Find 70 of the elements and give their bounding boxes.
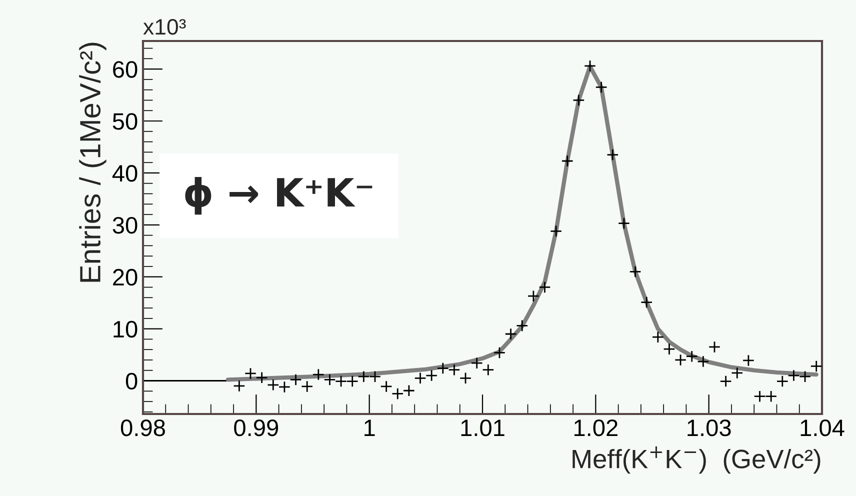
- point: [618, 217, 630, 230]
- point: [516, 320, 528, 332]
- point: [380, 380, 392, 393]
- point: [572, 94, 585, 106]
- x-tick-label: 0.99: [234, 419, 278, 436]
- point: [527, 290, 540, 302]
- point: [244, 367, 257, 380]
- point: [686, 350, 698, 362]
- text: x10³: [143, 19, 186, 35]
- point: [368, 370, 382, 383]
- y-axis-title: Entries / (1MeV/c²): [79, 42, 106, 282]
- point: [482, 364, 494, 376]
- y-tick-label: 60: [113, 61, 138, 78]
- point: [538, 281, 551, 294]
- point: [493, 346, 506, 359]
- point: [470, 357, 483, 370]
- point: [754, 390, 766, 402]
- point: [358, 370, 370, 383]
- point: [663, 342, 676, 356]
- point: [640, 296, 653, 308]
- point: [776, 375, 788, 388]
- point: [606, 148, 619, 161]
- x-tick-label: 1.04: [800, 419, 844, 436]
- annotation: ϕ → K⁺K⁻: [185, 176, 372, 215]
- point: [278, 380, 291, 394]
- point: [346, 375, 358, 388]
- point: [697, 355, 710, 368]
- x-axis-title: Meff(K$^{+}$K$^{−}$) (GeV/c²): [572, 446, 820, 474]
- point: [436, 362, 449, 374]
- point: [334, 375, 348, 388]
- point: [448, 364, 460, 376]
- point: [584, 60, 596, 72]
- point: [742, 354, 755, 367]
- point: [402, 384, 416, 397]
- y-tick-label: 40: [112, 165, 138, 182]
- point: [301, 380, 314, 393]
- point: [720, 375, 732, 388]
- point: [798, 370, 812, 383]
- point: [674, 354, 687, 366]
- point: [290, 374, 302, 386]
- point: [765, 390, 778, 402]
- point: [595, 81, 608, 94]
- point: [550, 225, 562, 238]
- point: [426, 369, 438, 382]
- point: [810, 360, 822, 372]
- x-tick-label: 1: [364, 420, 375, 436]
- point: [414, 372, 426, 384]
- point: [652, 331, 664, 344]
- point: [256, 372, 268, 384]
- point: [392, 388, 404, 400]
- x-tick-label: 1.01: [461, 419, 504, 436]
- y-tick-label: 30: [112, 216, 138, 234]
- point: [459, 372, 472, 384]
- y-tick-label: 10: [114, 320, 138, 338]
- point: [561, 154, 574, 168]
- x-tick-label: 0.98: [120, 419, 165, 436]
- y-tick-label: 0: [126, 372, 138, 390]
- x-tick-label: 1.03: [688, 419, 731, 436]
- y-tick-label: 50: [112, 113, 138, 130]
- point: [267, 378, 280, 391]
- point: [731, 366, 744, 380]
- point: [324, 374, 336, 386]
- point: [233, 380, 246, 392]
- point: [504, 328, 517, 340]
- point: [708, 340, 721, 354]
- point: [629, 266, 642, 278]
- x-tick-label: 1.02: [574, 419, 618, 436]
- point: [788, 369, 800, 382]
- point: [312, 368, 324, 381]
- y-tick-label: 20: [113, 268, 138, 286]
